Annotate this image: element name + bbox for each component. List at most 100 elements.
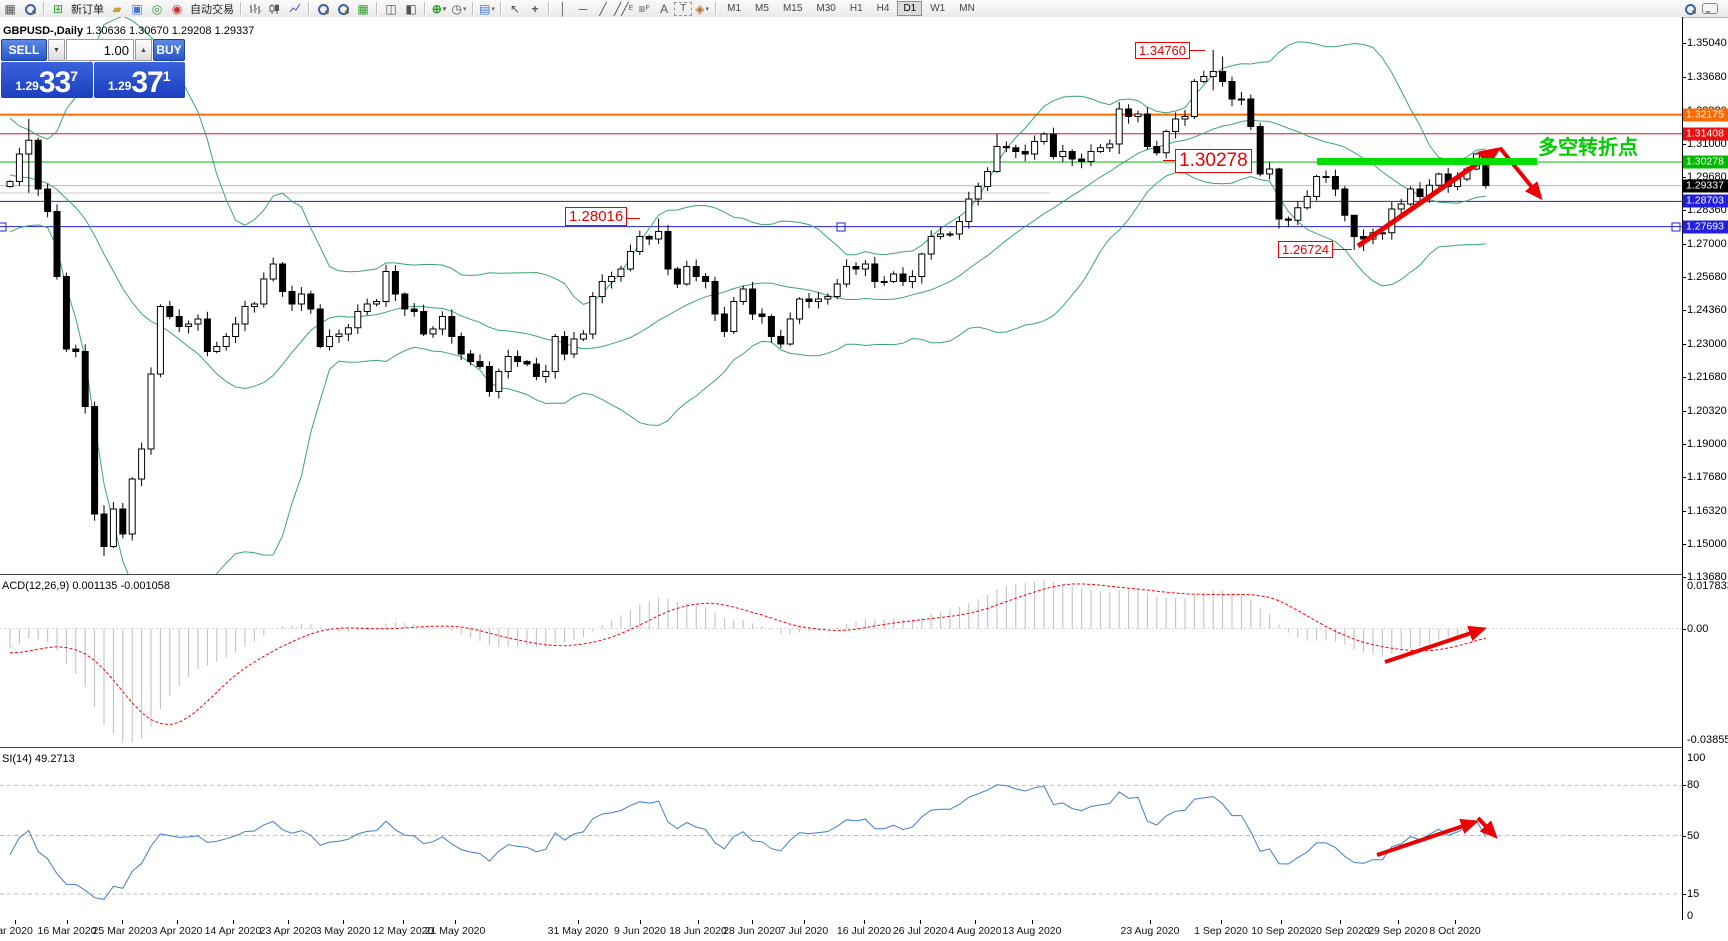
line-chart-icon[interactable] (285, 1, 305, 17)
turning-point-bar[interactable] (1317, 158, 1537, 165)
sell-price-panel[interactable]: 1.29 33 7 (1, 62, 93, 98)
date-tick (920, 920, 921, 924)
price-tick: 1.35040 (1687, 37, 1727, 49)
date-tick (752, 920, 753, 924)
price-callout[interactable]: 1.34760 (1135, 42, 1190, 59)
price-tick-dash (1682, 177, 1686, 178)
channel-icon[interactable]: ╱╱ E (614, 1, 634, 16)
date-tick (122, 920, 123, 924)
price-tick-dash (1682, 244, 1686, 245)
rsi-level-dash (1682, 785, 1686, 787)
rsi-level-dash (1682, 835, 1686, 837)
price-callout[interactable]: 1.28016 (565, 207, 628, 226)
price-tick: 1.31000 (1687, 138, 1727, 150)
buy-price-panel[interactable]: 1.29 37 1 (93, 62, 185, 98)
date-label: 10 Sep 2020 (1251, 925, 1311, 937)
timeframe-m5[interactable]: M5 (755, 3, 769, 14)
timeframe-m15[interactable]: M15 (782, 3, 803, 14)
price-tick-dash (1682, 344, 1686, 345)
price-tick-dash (1682, 210, 1686, 211)
price-callout[interactable]: 1.30278 (1175, 149, 1252, 173)
candlestick-chart-icon[interactable] (265, 1, 285, 17)
history-icon[interactable]: ▰ (112, 1, 122, 16)
zoom-out-icon[interactable] (333, 1, 353, 17)
chart-title: GBPUSD-,Daily 1.30636 1.30670 1.29208 1.… (3, 25, 255, 37)
callout-connector (1190, 50, 1205, 51)
strategy-tester-icon[interactable]: ◎ (151, 1, 163, 16)
date-tick (288, 920, 289, 924)
date-tick (1221, 920, 1222, 924)
period-icon[interactable]: ◷ ▾ (451, 1, 467, 16)
autotrading-icon[interactable]: ◉ (171, 1, 183, 16)
macd-pane[interactable] (0, 579, 1682, 747)
timeframe-w1[interactable]: W1 (930, 3, 946, 14)
market-watch-icon[interactable] (20, 1, 40, 17)
crosshair-icon[interactable]: + (531, 1, 539, 16)
autotrading-button[interactable]: 自动交易 (190, 3, 234, 16)
chart-window-icon[interactable]: ▦ (4, 1, 16, 16)
callout-connector (627, 218, 640, 219)
price-tick: 1.20320 (1687, 405, 1727, 417)
vertical-line-icon[interactable]: │ (559, 1, 567, 16)
price-badge: 1.32175 (1683, 108, 1728, 122)
chat-icon[interactable] (1700, 1, 1720, 17)
new-order-button[interactable]: 新订单 (71, 3, 104, 16)
macd-min-tick: -0.038559 (1687, 734, 1728, 746)
price-tick: 1.33680 (1687, 71, 1727, 83)
cursor-icon[interactable]: ↖ (509, 1, 521, 16)
new-order-icon[interactable]: ⊞ (52, 1, 64, 16)
date-label: 12 May 2020 (372, 925, 434, 937)
price-badge: 1.30278 (1683, 155, 1728, 169)
rsi-pane[interactable] (0, 752, 1682, 920)
hline-handle[interactable] (0, 222, 7, 232)
price-tick-dash (1682, 411, 1686, 412)
timeframe-m1[interactable]: M1 (727, 3, 742, 14)
date-tick (177, 920, 178, 924)
macd-max-tick: 0.017833 (1687, 580, 1728, 592)
track-chart-icon[interactable]: ◧ (405, 1, 417, 16)
price-tick: 1.24360 (1687, 304, 1727, 316)
price-tick-dash (1682, 577, 1686, 578)
auto-arrange-icon[interactable]: ◫ (385, 1, 397, 16)
text-label-icon[interactable]: T (674, 1, 693, 16)
zoom-in-icon[interactable] (313, 1, 333, 17)
timeframe-mn[interactable]: MN (959, 3, 975, 14)
sell-button[interactable]: SELL (1, 39, 47, 61)
date-tick (233, 920, 234, 924)
arrows-icon[interactable]: ◈ ▾ (695, 1, 709, 16)
date-label: 14 Apr 2020 (204, 925, 262, 937)
trendline-icon[interactable]: ╱ (599, 1, 607, 16)
tile-windows-icon[interactable]: ▦ (357, 1, 369, 16)
price-tick-dash (1682, 511, 1686, 512)
text-icon[interactable]: A (660, 1, 669, 16)
main-chart-pane[interactable] (0, 17, 1682, 574)
timeframe-h4[interactable]: H4 (876, 3, 890, 14)
timeframe-d1[interactable]: D1 (897, 1, 923, 16)
terminal-icon[interactable]: ▣ (131, 1, 143, 16)
bar-chart-icon[interactable] (245, 1, 265, 17)
search-icon[interactable] (1680, 1, 1700, 17)
add-indicator-icon[interactable]: ⊕ ▾ (431, 1, 447, 16)
fibonacci-icon[interactable]: ≡ F (638, 1, 650, 16)
volume-input[interactable] (66, 39, 134, 61)
timeframe-h1[interactable]: H1 (849, 3, 863, 14)
price-tick-dash (1682, 444, 1686, 445)
template-icon[interactable]: ▤ ▾ (479, 1, 495, 16)
volume-decrease-button[interactable]: ▼ (48, 39, 65, 61)
volume-increase-button[interactable]: ▲ (135, 39, 152, 61)
price-tick: 1.15000 (1687, 538, 1727, 550)
date-tick (1281, 920, 1282, 924)
date-label: ar 2020 (0, 925, 33, 937)
hline-handle[interactable] (1671, 222, 1681, 232)
buy-button[interactable]: BUY (153, 39, 185, 61)
hline-handle[interactable] (836, 222, 846, 232)
date-tick (975, 920, 976, 924)
rsi-level-tick: 80 (1687, 779, 1700, 792)
price-callout[interactable]: 1.26724 (1278, 241, 1333, 258)
rsi-level-dash (1682, 893, 1686, 895)
price-tick: 1.16320 (1687, 505, 1727, 517)
timeframe-m30[interactable]: M30 (816, 3, 836, 14)
horizontal-line-icon[interactable]: ─ (578, 1, 588, 16)
date-label: 28 Jun 2020 (723, 925, 781, 937)
date-tick (343, 920, 344, 924)
